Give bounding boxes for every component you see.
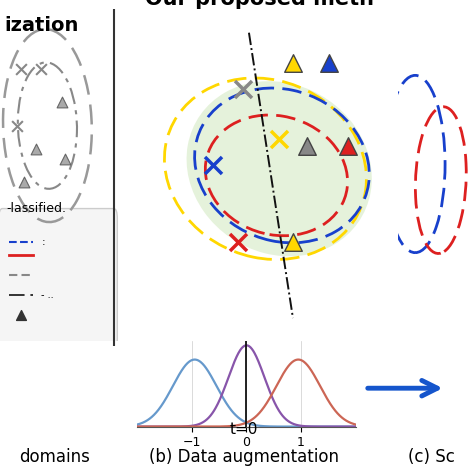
- Point: [32, 145, 39, 153]
- Point: [325, 59, 332, 66]
- Point: [62, 155, 69, 163]
- Text: (c) Sc: (c) Sc: [408, 448, 455, 466]
- Point: [289, 59, 297, 66]
- Point: [210, 162, 217, 169]
- Text: - ..: - ..: [41, 290, 54, 300]
- Point: [20, 178, 27, 186]
- Point: [18, 311, 25, 319]
- Text: :: :: [41, 237, 45, 247]
- Point: [275, 135, 283, 143]
- Point: [37, 65, 45, 73]
- FancyBboxPatch shape: [0, 209, 117, 348]
- Text: (b) Data augmentation: (b) Data augmentation: [149, 448, 339, 466]
- Point: [18, 65, 25, 73]
- Text: t=0: t=0: [230, 422, 258, 437]
- Text: Our proposed meth: Our proposed meth: [146, 0, 374, 9]
- Text: -lassified.: -lassified.: [6, 202, 66, 215]
- Point: [289, 238, 297, 246]
- Point: [58, 99, 65, 106]
- Point: [234, 238, 242, 246]
- Point: [303, 142, 310, 149]
- Text: domains: domains: [19, 448, 90, 466]
- FancyArrowPatch shape: [368, 381, 438, 396]
- Point: [344, 142, 352, 149]
- Point: [240, 85, 247, 93]
- Ellipse shape: [187, 81, 372, 256]
- Point: [13, 122, 20, 129]
- Text: ization: ization: [4, 16, 79, 35]
